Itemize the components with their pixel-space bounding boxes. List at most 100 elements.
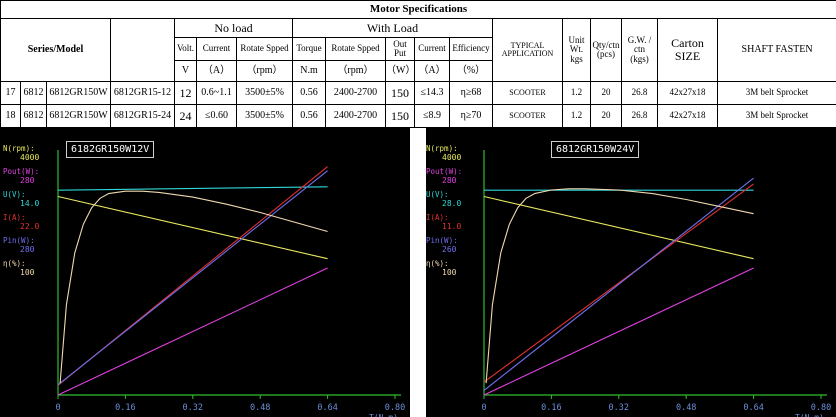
cell-code: 6812GR15-12 <box>110 81 175 105</box>
header-qty-ctn: Qty/ctn (pcs) <box>590 18 622 82</box>
axis-max-label: 11.0 <box>442 222 461 231</box>
unit-percent: （%） <box>449 60 493 82</box>
cell-shaft: 3M belt Sprocket <box>716 81 836 105</box>
header-series-model: Series/Model <box>0 18 111 82</box>
unit-volt: V <box>174 60 197 82</box>
unit-torque: N.m <box>292 60 326 82</box>
x-tick-label: 0.16 <box>541 403 561 413</box>
x-tick-label: 0.16 <box>115 403 135 413</box>
unit-nl-rpm: （rpm） <box>236 60 293 82</box>
cell-model: 6812GR150W <box>46 81 111 105</box>
header-with-load: With Load <box>292 18 493 38</box>
cell-unit-weight: 1.2 <box>562 81 591 105</box>
cell-unit-weight: 1.2 <box>562 104 591 128</box>
cell-code: 6812GR15-24 <box>110 104 175 128</box>
header-unit-weight: Unit Wt. kgs <box>562 18 591 82</box>
unit-current: （A） <box>414 60 450 82</box>
cell-speed: 2400-2700 <box>325 81 386 105</box>
speed-line <box>483 195 754 260</box>
header-output: Out Put <box>385 37 415 61</box>
chart-svg-12v: 0 0.16 0.32 0.48 0.64 0.80T(N.m) N(rpm):4000 Po… <box>3 144 405 417</box>
x-tick-label: 0.32 <box>183 403 203 413</box>
axis-max-label: 4000 <box>20 153 39 162</box>
header-volt: Volt. <box>174 37 197 61</box>
axis-max-label: 280 <box>20 245 35 254</box>
header-gross-weight: G.W. / ctn (kgs) <box>621 18 658 82</box>
cell-speed: 2400-2700 <box>325 104 386 128</box>
axis-name-label: N(rpm): <box>426 144 458 153</box>
cell-carton: 42x27x18 <box>657 104 718 128</box>
x-tick-label: 0.48 <box>676 403 696 413</box>
header-nl-current: Current <box>196 37 237 61</box>
cell-efficiency: η≥70 <box>449 104 493 128</box>
axis-max-label: 4000 <box>442 153 461 162</box>
cell-torque: 0.56 <box>292 81 326 105</box>
pout-line <box>483 267 754 396</box>
cell-nl-speed: 3500±5% <box>236 81 293 105</box>
axis-max-label: 260 <box>442 245 457 254</box>
efficiency-line <box>59 190 328 384</box>
cell-nl-current: 0.6~1.1 <box>196 81 237 105</box>
x-tick-label: 0 <box>55 403 60 413</box>
x-tick-label: 0.32 <box>609 403 629 413</box>
x-tick-label: 0.80 <box>385 403 405 413</box>
axis-name-label: I(A): <box>426 213 449 222</box>
cell-shaft: 3M belt Sprocket <box>716 104 836 128</box>
efficiency-line <box>485 188 754 384</box>
cell-no: 17 <box>0 81 21 105</box>
axis-max-label: 280 <box>442 176 457 185</box>
axis-name-label: η(%): <box>426 259 449 268</box>
header-efficiency: Efficiency <box>449 37 493 61</box>
header-shaft-fasten: SHAFT FASTEN <box>716 18 836 82</box>
header-blank <box>110 18 175 82</box>
chart-title: 6182GR150W12V <box>66 141 155 158</box>
cell-output: 150 <box>385 104 415 128</box>
header-current: Current <box>414 37 450 61</box>
cell-torque: 0.56 <box>292 104 326 128</box>
motor-spec-table: Motor Specifications Series/Model No loa… <box>0 0 836 128</box>
cell-carton: 42x27x18 <box>657 81 718 105</box>
cell-model: 6812GR150W <box>46 104 111 128</box>
cell-volt: 12 <box>174 81 197 105</box>
cell-current: ≤14.3 <box>414 81 450 105</box>
x-tick-label: 0.64 <box>317 403 337 413</box>
axis-name-label: Pin(W): <box>426 236 458 245</box>
chart-svg-24v: 0 0.16 0.32 0.48 0.64 0.80T(N.m) N(rpm):4000 Po… <box>426 144 831 417</box>
x-tick-label: 0.80 <box>811 403 831 413</box>
cell-application: SCOOTER <box>492 81 563 105</box>
cell-series: 6812 <box>20 81 47 105</box>
x-axis-label: T(N.m) <box>795 413 824 417</box>
x-tick-label: 0.64 <box>743 403 763 413</box>
table-row: 17 6812 6812GR150W 6812GR15-12 12 0.6~1.… <box>0 81 836 105</box>
axis-max-label: 100 <box>20 268 35 277</box>
cell-nl-speed: 3500±5% <box>236 104 293 128</box>
pin-line <box>483 177 754 391</box>
axis-name-label: η(%): <box>3 259 26 268</box>
header-carton-size: Carton SIZE <box>657 18 718 82</box>
cell-qty: 20 <box>590 104 622 128</box>
cell-qty: 20 <box>590 81 622 105</box>
current-line <box>483 183 754 383</box>
cell-application: SCOOTER <box>492 104 563 128</box>
cell-current: ≤8.9 <box>414 104 450 128</box>
pin-line <box>57 170 328 386</box>
chart-title: 6812GR150W24V <box>551 141 640 158</box>
table-title: Motor Specifications <box>0 0 836 19</box>
axis-max-label: 28.0 <box>442 199 461 208</box>
axis-max-label: 22.0 <box>20 222 39 231</box>
axis-max-label: 14.0 <box>20 199 39 208</box>
x-tick-label: 0.48 <box>250 403 270 413</box>
cell-nl-current: ≤0.60 <box>196 104 237 128</box>
cell-efficiency: η≥68 <box>449 81 493 105</box>
unit-watt: （W） <box>385 60 415 82</box>
axis-max-label: 280 <box>20 176 35 185</box>
x-axis-label: T(N.m) <box>369 413 398 417</box>
axis-name-label: I(A): <box>3 213 26 222</box>
header-nl-speed: Rotate Spped <box>236 37 293 61</box>
header-typical-application: TYPICAL APPLICATION <box>492 18 563 82</box>
pout-line <box>57 267 328 396</box>
motor-curve-chart-12v: 0 0.16 0.32 0.48 0.64 0.80T(N.m) N(rpm):4000 Po… <box>0 128 410 417</box>
cell-volt: 24 <box>174 104 197 128</box>
speed-line <box>57 195 328 260</box>
cell-gross-weight: 26.8 <box>621 104 658 128</box>
